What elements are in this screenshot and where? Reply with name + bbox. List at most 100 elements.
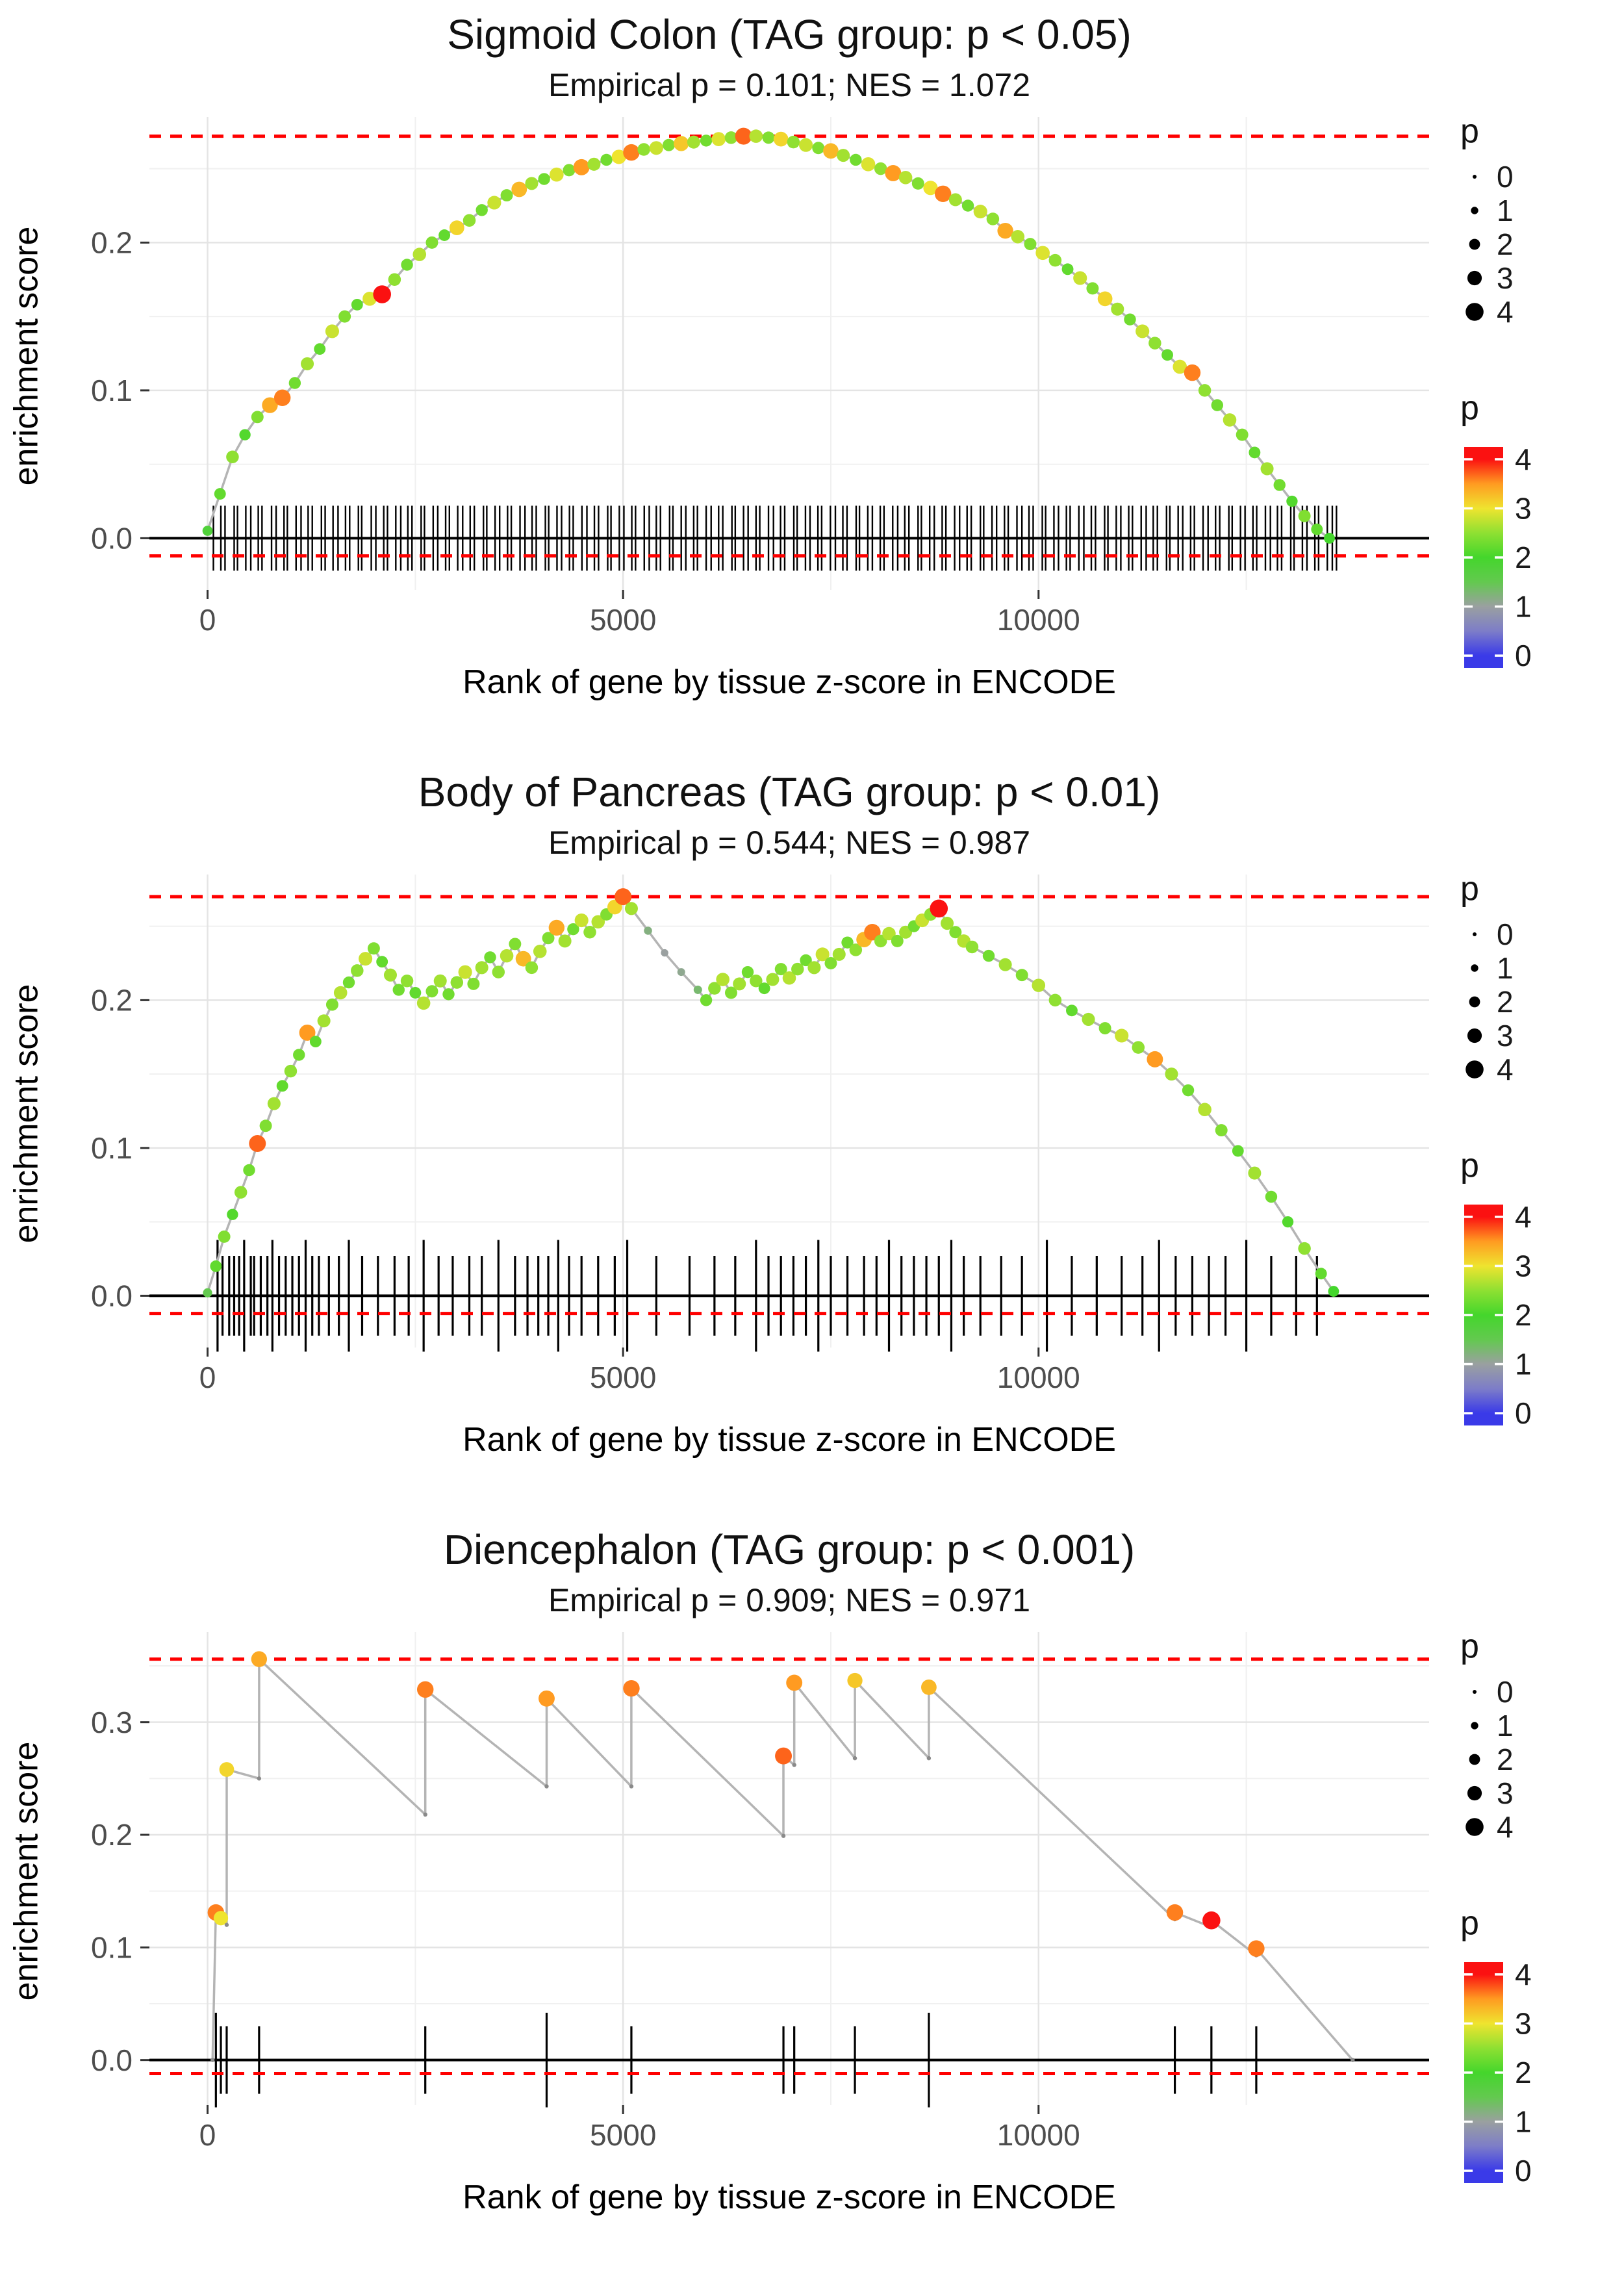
- size-legend-dot: [1469, 996, 1480, 1008]
- y-axis-label: enrichment score: [7, 984, 45, 1244]
- size-legend-dot: [1473, 932, 1477, 936]
- size-legend-dot: [1471, 207, 1478, 214]
- size-legend-value: 1: [1497, 951, 1514, 985]
- panel-subtitle: Empirical p = 0.101; NES = 1.072: [548, 67, 1031, 103]
- size-legend-value: 2: [1497, 1743, 1514, 1776]
- size-legend-title: p: [1460, 870, 1479, 908]
- panel-body-of-pancreas: Body of Pancreas (TAG group: p < 0.01) E…: [0, 758, 1624, 1515]
- x-tick-label: 5000: [590, 2118, 656, 2152]
- gridlines: [149, 875, 1429, 1348]
- x-tick-label: 5000: [590, 1361, 656, 1394]
- data-points: [207, 1651, 1355, 2062]
- size-legend-value: 0: [1497, 917, 1514, 951]
- y-tick-label: 0.2: [91, 1818, 133, 1852]
- colorbar-tick-label: 0: [1515, 639, 1532, 672]
- size-legend-entry: 4: [1460, 1810, 1624, 1844]
- enrichment-curve: [206, 895, 1335, 1294]
- x-tick-label: 10000: [997, 603, 1080, 637]
- y-tick-label: 0.3: [91, 1706, 133, 1739]
- x-tick-label: 10000: [997, 2118, 1080, 2152]
- panel-title: Body of Pancreas (TAG group: p < 0.01): [418, 769, 1161, 815]
- color-legend-title: p: [1460, 1147, 1479, 1184]
- size-legend-value: 3: [1497, 1776, 1514, 1810]
- y-axis-label: enrichment score: [7, 1741, 45, 2001]
- enrichment-plot-body-of-pancreas: 0 5000 10000 0.0 0.1 0.2: [91, 875, 1429, 1394]
- panel-title: Sigmoid Colon (TAG group: p < 0.05): [447, 11, 1132, 58]
- size-legend-entry: 4: [1460, 295, 1624, 329]
- x-axis-label: Rank of gene by tissue z-score in ENCODE: [463, 663, 1116, 701]
- reference-lines: [149, 1657, 1429, 2075]
- panel-diencephalon: Diencephalon (TAG group: p < 0.001) Empi…: [0, 1515, 1624, 2273]
- size-legend-entry: 3: [1460, 1019, 1624, 1053]
- reference-lines: [149, 134, 1429, 558]
- colorbar: 4 3 2 1 0: [1464, 1958, 1532, 2188]
- colorbar-tick-label: 2: [1515, 1298, 1532, 1332]
- size-legend-dot: [1471, 1722, 1478, 1730]
- size-legend-value: 4: [1497, 1810, 1514, 1844]
- color-legend-title: p: [1460, 389, 1479, 427]
- size-legend-entry: 0: [1460, 1675, 1624, 1709]
- size-legend-value: 3: [1497, 1019, 1514, 1053]
- colorbar-tick-label: 2: [1515, 541, 1532, 574]
- y-tick-label: 0.2: [91, 225, 133, 259]
- size-legend-entry: 1: [1460, 194, 1624, 227]
- x-tick-label: 5000: [590, 603, 656, 637]
- size-legend-entry: 2: [1460, 985, 1624, 1019]
- panel-header: Sigmoid Colon (TAG group: p < 0.05) Empi…: [149, 10, 1429, 104]
- size-legend-value: 2: [1497, 985, 1514, 1019]
- panel-header: Body of Pancreas (TAG group: p < 0.01) E…: [149, 768, 1429, 862]
- size-legend-value: 4: [1497, 1053, 1514, 1086]
- enrichment-curve: [206, 134, 1330, 539]
- size-legend-entry: 1: [1460, 951, 1624, 985]
- size-legend-entry: 2: [1460, 227, 1624, 261]
- size-legend-value: 4: [1497, 295, 1514, 329]
- y-tick-label: 0.1: [91, 374, 133, 407]
- colorbar-tick-label: 4: [1515, 1200, 1532, 1234]
- size-legend-entry: 0: [1460, 917, 1624, 951]
- data-points: [203, 888, 1339, 1297]
- colorbar-tick-label: 3: [1515, 1249, 1532, 1283]
- size-legend-dot: [1473, 1690, 1477, 1694]
- size-legend-dot: [1471, 964, 1478, 972]
- colorbar: 4 3 2 1 0: [1464, 1200, 1532, 1430]
- y-tick-label: 0.1: [91, 1930, 133, 1964]
- color-legend-title: p: [1460, 1904, 1479, 1942]
- axis-ticks: 0 5000 10000 0.0 0.1 0.2: [91, 225, 1080, 637]
- size-legend-entry: 4: [1460, 1053, 1624, 1086]
- panel-subtitle: Empirical p = 0.544; NES = 0.987: [548, 824, 1031, 861]
- size-legend-dot: [1465, 1060, 1484, 1079]
- colorbar-tick-label: 1: [1515, 2105, 1532, 2139]
- panel-title: Diencephalon (TAG group: p < 0.001): [443, 1526, 1136, 1573]
- size-legend-dot: [1465, 1818, 1484, 1836]
- size-legend-title: p: [1460, 112, 1479, 150]
- colorbar-tick-label: 3: [1515, 2007, 1532, 2041]
- panel-header: Diencephalon (TAG group: p < 0.001) Empi…: [149, 1526, 1429, 1619]
- enrichment-curve: [211, 1657, 1354, 2061]
- x-axis-label: Rank of gene by tissue z-score in ENCODE: [463, 2178, 1116, 2216]
- size-legend-dot: [1473, 175, 1477, 179]
- size-legend-entry: 0: [1460, 160, 1624, 194]
- colorbar-tick-label: 1: [1515, 1348, 1532, 1381]
- panel-sigmoid-colon: Sigmoid Colon (TAG group: p < 0.05) Empi…: [0, 0, 1624, 758]
- x-tick-label: 0: [199, 603, 216, 637]
- axis-ticks: 0 5000 10000 0.0 0.1 0.2: [91, 983, 1080, 1394]
- size-legend-value: 1: [1497, 1709, 1514, 1743]
- size-legend-value: 3: [1497, 261, 1514, 295]
- size-legend-dot: [1467, 1028, 1482, 1043]
- axis-ticks: 0 5000 10000 0.0 0.1 0.2 0.3: [91, 1706, 1080, 2152]
- size-legend-dot: [1467, 1785, 1482, 1801]
- color-legend: p 4 3 2 1 0: [1460, 389, 1624, 687]
- panel-subtitle: Empirical p = 0.909; NES = 0.971: [548, 1582, 1031, 1618]
- gridlines: [149, 1632, 1429, 2105]
- y-tick-label: 0.0: [91, 2043, 133, 2077]
- size-legend-value: 2: [1497, 227, 1514, 261]
- colorbar-tick-label: 0: [1515, 1396, 1532, 1430]
- size-legend-value: 0: [1497, 160, 1514, 194]
